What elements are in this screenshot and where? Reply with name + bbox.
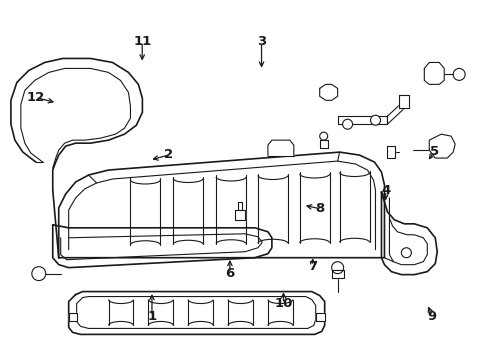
Polygon shape: [386, 146, 395, 158]
Polygon shape: [68, 292, 324, 334]
Polygon shape: [59, 152, 384, 258]
Polygon shape: [11, 58, 142, 190]
Polygon shape: [68, 314, 77, 321]
Circle shape: [401, 248, 410, 258]
Text: 6: 6: [225, 267, 234, 280]
Polygon shape: [386, 100, 404, 124]
Polygon shape: [319, 140, 327, 148]
Text: 12: 12: [27, 91, 45, 104]
Text: 4: 4: [380, 184, 389, 197]
Text: 10: 10: [274, 297, 292, 310]
Polygon shape: [267, 140, 293, 156]
Polygon shape: [337, 116, 386, 124]
Text: 2: 2: [164, 148, 173, 161]
Text: 1: 1: [147, 310, 156, 323]
Polygon shape: [399, 95, 408, 108]
Text: 7: 7: [307, 260, 317, 273]
Polygon shape: [238, 202, 242, 210]
Text: 8: 8: [315, 202, 324, 215]
Circle shape: [319, 132, 327, 140]
Polygon shape: [53, 225, 271, 268]
Polygon shape: [331, 270, 343, 278]
Polygon shape: [235, 210, 244, 220]
Polygon shape: [315, 314, 324, 321]
Circle shape: [370, 115, 380, 125]
Text: 9: 9: [427, 310, 436, 323]
Polygon shape: [424, 62, 443, 84]
Circle shape: [32, 267, 46, 280]
Polygon shape: [428, 134, 454, 158]
Text: 3: 3: [256, 35, 265, 49]
Polygon shape: [319, 84, 337, 100]
Polygon shape: [381, 192, 436, 275]
Text: 11: 11: [133, 35, 151, 49]
Circle shape: [342, 119, 352, 129]
Circle shape: [452, 68, 464, 80]
Text: 5: 5: [429, 145, 438, 158]
